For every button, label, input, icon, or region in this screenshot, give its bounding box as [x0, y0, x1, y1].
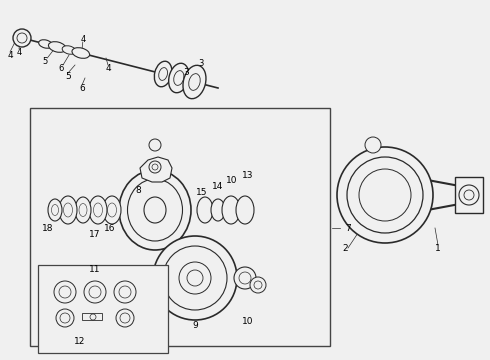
Text: 16: 16 — [104, 224, 116, 233]
Ellipse shape — [103, 196, 121, 224]
Circle shape — [152, 164, 158, 170]
Ellipse shape — [211, 199, 225, 221]
Ellipse shape — [169, 63, 189, 93]
Circle shape — [365, 137, 381, 153]
Text: 9: 9 — [192, 320, 198, 329]
Circle shape — [89, 286, 101, 298]
Text: 3: 3 — [198, 59, 203, 68]
Ellipse shape — [174, 71, 184, 85]
Ellipse shape — [72, 48, 90, 58]
Bar — [82, 313, 102, 320]
Ellipse shape — [154, 61, 172, 87]
Ellipse shape — [75, 197, 91, 223]
Circle shape — [153, 236, 237, 320]
Ellipse shape — [107, 203, 117, 217]
Ellipse shape — [59, 196, 77, 224]
Circle shape — [179, 262, 211, 294]
Ellipse shape — [64, 203, 73, 217]
Ellipse shape — [89, 196, 107, 224]
Circle shape — [187, 270, 203, 286]
Circle shape — [337, 147, 433, 243]
Circle shape — [359, 169, 411, 221]
Ellipse shape — [127, 179, 182, 241]
Circle shape — [254, 281, 262, 289]
Circle shape — [119, 286, 131, 298]
Circle shape — [464, 190, 474, 200]
Circle shape — [234, 267, 256, 289]
Polygon shape — [140, 157, 172, 182]
Ellipse shape — [236, 196, 254, 224]
Circle shape — [17, 33, 27, 43]
Circle shape — [163, 246, 227, 310]
Text: 2: 2 — [342, 243, 348, 252]
Text: 1: 1 — [435, 243, 441, 252]
Text: 4: 4 — [7, 50, 13, 59]
Text: 3: 3 — [183, 68, 189, 77]
Circle shape — [59, 286, 71, 298]
Ellipse shape — [48, 199, 62, 221]
Ellipse shape — [183, 65, 206, 99]
Ellipse shape — [119, 170, 191, 250]
Text: 8: 8 — [135, 185, 141, 194]
Circle shape — [250, 277, 266, 293]
Text: 13: 13 — [242, 171, 254, 180]
Text: 14: 14 — [212, 181, 224, 190]
Circle shape — [54, 281, 76, 303]
Text: 7: 7 — [345, 224, 351, 233]
Circle shape — [347, 157, 423, 233]
Circle shape — [56, 309, 74, 327]
Ellipse shape — [144, 197, 166, 223]
Circle shape — [114, 281, 136, 303]
Ellipse shape — [62, 46, 76, 54]
Text: 5: 5 — [43, 57, 48, 66]
Text: 12: 12 — [74, 338, 86, 346]
Bar — [455, 177, 483, 213]
Text: 4: 4 — [80, 35, 85, 44]
Ellipse shape — [49, 42, 66, 52]
Circle shape — [84, 281, 106, 303]
Circle shape — [459, 185, 479, 205]
Ellipse shape — [39, 40, 52, 48]
Text: 10: 10 — [226, 176, 238, 185]
Circle shape — [90, 314, 96, 320]
Ellipse shape — [197, 197, 213, 223]
Ellipse shape — [94, 203, 102, 217]
Text: 4: 4 — [105, 63, 111, 72]
Text: 15: 15 — [196, 188, 208, 197]
Text: 6: 6 — [58, 63, 64, 72]
Text: 11: 11 — [89, 266, 101, 274]
Circle shape — [239, 272, 251, 284]
Text: 5: 5 — [65, 72, 71, 81]
Ellipse shape — [79, 203, 87, 216]
Bar — [38, 265, 168, 353]
Ellipse shape — [189, 74, 200, 90]
Text: 4: 4 — [16, 48, 22, 57]
Text: 6: 6 — [79, 84, 85, 93]
Ellipse shape — [159, 68, 168, 80]
Text: 10: 10 — [242, 318, 254, 327]
Text: 18: 18 — [42, 224, 54, 233]
Circle shape — [13, 29, 31, 47]
Bar — [30, 108, 330, 346]
Ellipse shape — [51, 204, 58, 216]
Text: 17: 17 — [89, 230, 101, 239]
Circle shape — [149, 139, 161, 151]
Circle shape — [116, 309, 134, 327]
Ellipse shape — [222, 196, 240, 224]
Circle shape — [120, 313, 130, 323]
Circle shape — [60, 313, 70, 323]
Circle shape — [149, 161, 161, 173]
